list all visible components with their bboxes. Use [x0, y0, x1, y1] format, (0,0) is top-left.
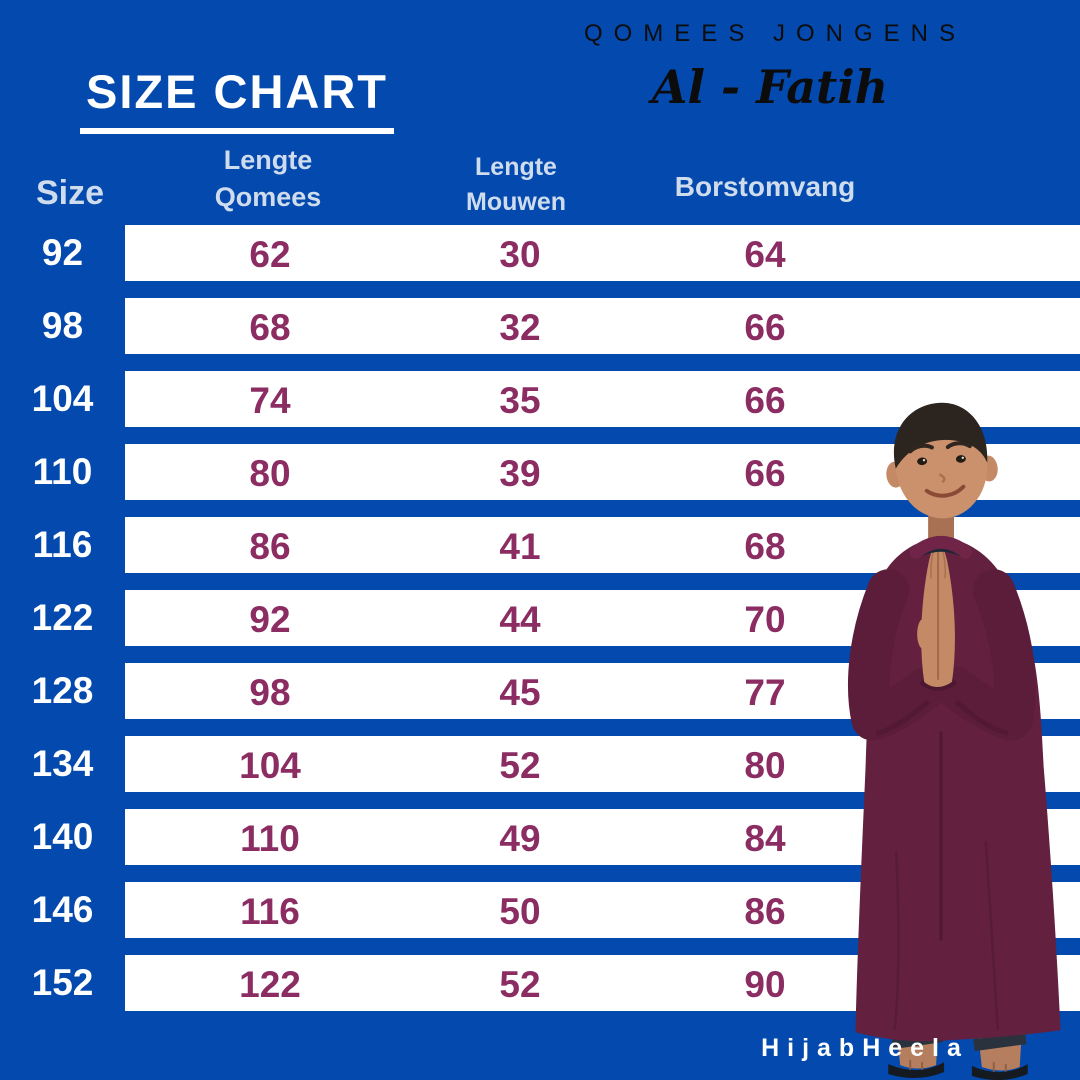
value-lengte-mouwen: 49 — [499, 818, 541, 859]
value-lengte-qomees: 86 — [249, 526, 291, 567]
value-borstomvang: 66 — [744, 380, 786, 421]
value-lengte-qomees: 110 — [240, 818, 300, 859]
value-borstomvang: 84 — [744, 818, 786, 859]
value-borstomvang: 77 — [744, 672, 786, 713]
table-row: 104 74 35 66 — [0, 371, 1080, 427]
value-borstomvang: 70 — [744, 599, 786, 640]
value-lengte-mouwen: 41 — [499, 526, 541, 567]
row-bar: 68 32 66 — [125, 298, 1080, 354]
size-label: 146 — [31, 889, 94, 930]
value-borstomvang: 80 — [744, 745, 786, 786]
value-lengte-mouwen: 52 — [499, 745, 541, 786]
column-header-borstomvang: Borstomvang — [674, 171, 856, 202]
boy-collar — [909, 510, 973, 559]
size-label: 134 — [31, 743, 94, 784]
boy-photo — [848, 402, 1061, 1080]
size-label: 116 — [32, 524, 93, 565]
size-label: 92 — [41, 232, 84, 273]
value-lengte-qomees: 74 — [249, 380, 291, 421]
size-label: 128 — [31, 670, 94, 711]
size-label: 122 — [31, 597, 94, 638]
size-label: 110 — [32, 451, 93, 492]
row-bar: 62 30 64 — [125, 225, 1080, 281]
value-lengte-mouwen: 44 — [499, 599, 541, 640]
value-borstomvang: 86 — [744, 891, 786, 932]
boy-robe — [848, 537, 1061, 1042]
value-lengte-qomees: 122 — [239, 964, 301, 1005]
watermark: HijabHeela — [761, 1034, 969, 1062]
brand-line: QOMEES JONGENS — [583, 20, 967, 47]
table-row: 92 62 30 64 — [0, 225, 1080, 281]
boy-hands — [917, 536, 957, 691]
value-lengte-mouwen: 52 — [499, 964, 541, 1005]
value-lengte-mouwen: 32 — [499, 307, 541, 348]
value-lengte-qomees: 104 — [239, 745, 301, 786]
value-lengte-mouwen: 50 — [499, 891, 541, 932]
value-lengte-mouwen: 39 — [499, 453, 541, 494]
value-lengte-mouwen: 35 — [499, 380, 541, 421]
value-borstomvang: 90 — [744, 964, 786, 1005]
page-title: SIZE CHART — [80, 64, 394, 134]
column-header-size: Size — [35, 174, 105, 212]
column-header-lengte-qomees: Lengte Qomees — [214, 145, 322, 213]
value-lengte-qomees: 116 — [240, 891, 300, 932]
size-label: 140 — [31, 816, 94, 857]
value-lengte-qomees: 80 — [249, 453, 291, 494]
boy-head — [886, 402, 998, 519]
value-lengte-qomees: 92 — [249, 599, 291, 640]
value-borstomvang: 66 — [744, 453, 786, 494]
size-label: 104 — [31, 378, 94, 419]
value-lengte-qomees: 68 — [249, 307, 291, 348]
value-lengte-qomees: 62 — [249, 234, 291, 275]
size-label: 98 — [41, 305, 84, 346]
column-header-lengte-mouwen: Lengte Mouwen — [466, 153, 566, 216]
size-label: 152 — [31, 962, 94, 1003]
value-borstomvang: 66 — [744, 307, 786, 348]
value-lengte-qomees: 98 — [249, 672, 291, 713]
product-name: Al - Fatih — [651, 60, 889, 114]
value-borstomvang: 64 — [744, 234, 786, 275]
value-borstomvang: 68 — [744, 526, 786, 567]
row-bar: 74 35 66 — [125, 371, 1080, 427]
value-lengte-mouwen: 45 — [499, 672, 541, 713]
table-row: 98 68 32 66 — [0, 298, 1080, 354]
value-lengte-mouwen: 30 — [499, 234, 541, 275]
